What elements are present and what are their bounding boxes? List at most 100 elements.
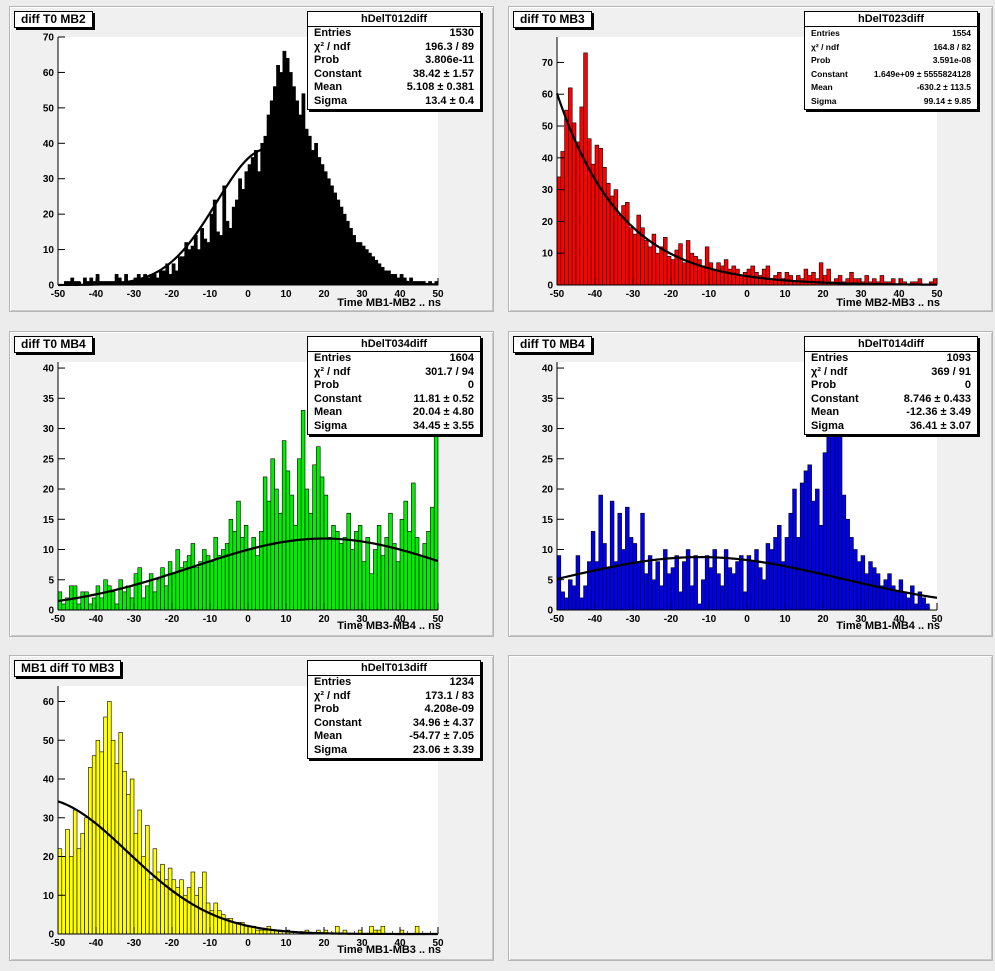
x-tick-label: 0 — [245, 614, 251, 625]
stats-row: Prob 4.208e-09 — [314, 703, 474, 716]
histogram-bar — [263, 135, 268, 286]
histogram-bar — [243, 525, 249, 611]
histogram-bar — [335, 531, 340, 611]
histogram-bar — [853, 549, 858, 611]
histogram-bar — [262, 929, 268, 935]
histogram-bar — [758, 567, 763, 611]
x-tick-label: 20 — [318, 938, 330, 949]
histogram-bar — [235, 199, 239, 286]
x-tick-label: -20 — [165, 289, 180, 300]
histogram-bar — [278, 512, 283, 611]
histogram-bar — [712, 549, 717, 611]
histogram-bar — [352, 235, 356, 286]
histogram-bar — [693, 555, 698, 611]
histogram-bar — [316, 446, 321, 611]
histogram-bar — [883, 579, 888, 611]
histogram-bar — [209, 561, 215, 611]
histogram-bar — [727, 567, 733, 611]
histogram-bar — [212, 199, 217, 286]
histogram-bar — [301, 93, 306, 286]
histogram-bar — [178, 256, 182, 286]
histogram-bar — [259, 531, 264, 611]
x-tick-label: 40 — [394, 289, 406, 300]
y-tick-label: 25 — [542, 454, 554, 465]
histogram-bar — [735, 561, 740, 611]
histogram-bar — [587, 138, 592, 286]
histogram-bar — [750, 561, 755, 611]
stats-row: Entries 1604 — [314, 352, 474, 364]
histogram-bar — [289, 494, 294, 611]
pad-title: diff T0 MB4 — [14, 336, 93, 353]
histogram-bar — [841, 494, 847, 611]
y-tick-label: 70 — [43, 33, 55, 44]
histogram-bar — [80, 832, 85, 935]
stats-row: Entries 1234 — [314, 676, 474, 688]
histogram-bar — [257, 171, 261, 286]
histogram-bar — [330, 185, 334, 286]
stats-row: Sigma 13.4 ± 0.4 — [314, 94, 474, 107]
stats-row: χ² / ndf 369 / 91 — [811, 365, 971, 378]
x-tick-label: -30 — [626, 614, 641, 625]
histogram-bar — [636, 561, 641, 611]
histogram-bar — [849, 537, 854, 611]
y-tick-label: 60 — [43, 697, 55, 708]
chart-svg-3: -50 -40 -30 -20 -10 0 10 20 30 40 50 0 5 10 15 20 25 30 35… — [43, 362, 444, 625]
x-tick-label: -50 — [51, 614, 66, 625]
histogram-bar — [632, 233, 638, 286]
x-tick-label: -40 — [89, 614, 104, 625]
histogram-bar — [913, 603, 919, 611]
histogram-bar — [647, 555, 653, 611]
x-tick-label: 40 — [893, 289, 905, 300]
histogram-bar — [198, 561, 203, 611]
histogram-bar — [727, 268, 733, 286]
histogram-bar — [879, 585, 885, 611]
histogram-bar — [231, 206, 236, 286]
histogram-bar — [193, 235, 198, 286]
x-tick-label: -30 — [127, 614, 142, 625]
histogram-bar — [571, 585, 577, 611]
histogram-bar — [228, 518, 234, 611]
y-tick-label: 15 — [542, 515, 554, 526]
y-tick-label: 30 — [542, 185, 554, 196]
histogram-bar — [122, 591, 127, 611]
histogram-bar — [238, 178, 242, 286]
histogram-bar — [224, 543, 230, 611]
histogram-bar — [179, 567, 184, 611]
histogram-bar — [88, 603, 93, 611]
histogram-bar — [320, 164, 325, 286]
stats-box: hDelT013diff Entries 1234 χ² / ndf 173.1 /… — [307, 660, 481, 759]
stats-row: Constant 11.81 ± 0.52 — [314, 392, 474, 405]
histogram-bar — [76, 603, 82, 611]
stats-row: Mean -630.2 ± 113.5 — [811, 82, 971, 93]
histogram-bar — [319, 476, 325, 611]
x-tick-label: -10 — [702, 289, 717, 300]
y-tick-label: 35 — [43, 394, 55, 405]
histogram-bar — [122, 770, 127, 935]
histogram-bar — [856, 561, 862, 611]
stats-row: Sigma 23.06 ± 3.39 — [314, 743, 474, 756]
histogram-bar — [845, 518, 850, 611]
histogram-bar — [339, 206, 344, 286]
histogram-bar — [670, 567, 676, 611]
pad-title: MB1 diff T0 MB3 — [14, 660, 122, 677]
pad-title: diff T0 MB4 — [513, 336, 592, 353]
histogram-bar — [811, 500, 816, 611]
histogram-bar — [628, 227, 634, 286]
histogram-bar — [345, 220, 350, 286]
histogram-bar — [95, 739, 101, 935]
histogram-bar — [365, 537, 370, 611]
histogram-bar — [236, 500, 241, 611]
x-tick-label: -50 — [550, 614, 565, 625]
histogram-bar — [152, 848, 158, 935]
histogram-bar — [670, 259, 676, 286]
x-tick-label: -30 — [127, 289, 142, 300]
histogram-bar — [564, 597, 569, 611]
histogram-bar — [293, 525, 298, 611]
histogram-bar — [773, 537, 778, 611]
histogram-bar — [921, 597, 926, 611]
histogram-bar — [273, 86, 277, 286]
stats-box: hDelT012diff Entries 1530 χ² / ndf 196.3 /… — [307, 11, 481, 110]
histogram-bar — [392, 543, 397, 611]
histogram-bar — [114, 603, 120, 611]
histogram-bar — [276, 65, 280, 286]
